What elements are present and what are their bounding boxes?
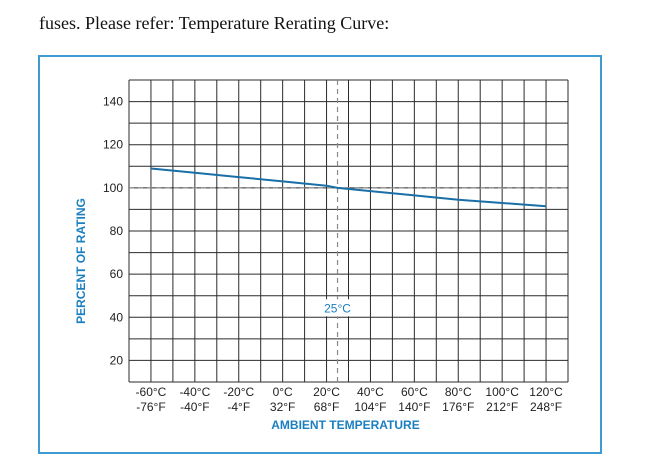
x-tick-label-celsius: -60°C [136, 385, 167, 399]
y-tick-label: 80 [110, 224, 124, 238]
intro-text: fuses. Please refer: Temperature Reratin… [39, 13, 390, 33]
x-tick-label-fahrenheit: -40°F [180, 400, 209, 414]
x-tick-label-celsius: 80°C [445, 385, 472, 399]
x-tick-label-celsius: 120°C [529, 385, 563, 399]
x-axis-title: AMBIENT TEMPERATURE [271, 418, 419, 432]
y-tick-label: 100 [103, 181, 123, 195]
x-tick-label-celsius: -40°C [179, 385, 210, 399]
x-tick-label-fahrenheit: -76°F [136, 400, 165, 414]
x-tick-label-fahrenheit: 176°F [442, 400, 474, 414]
x-tick-label-fahrenheit: 68°F [314, 400, 339, 414]
x-tick-label-celsius: 60°C [401, 385, 428, 399]
derating-chart: 25°C 20 40 60 80 100 120 140 -60°C-76°F -40°C-40°… [74, 79, 569, 432]
x-tick-label-fahrenheit: 104°F [354, 400, 386, 414]
y-tick-label: 140 [103, 95, 123, 109]
x-tick-label-celsius: 20°C [313, 385, 340, 399]
x-tick-label-fahrenheit: 248°F [530, 400, 562, 414]
x-tick-label-celsius: 40°C [357, 385, 384, 399]
y-tick-label: 60 [110, 267, 124, 281]
derating-curve [150, 167, 547, 208]
reference-label-background [322, 299, 353, 317]
x-tick-label-fahrenheit: 140°F [398, 400, 430, 414]
x-tick-label-celsius: -20°C [223, 385, 254, 399]
x-tick-label-celsius: 100°C [485, 385, 519, 399]
chart-frame: 25°C 20 40 60 80 100 120 140 -60°C -76°F -40°C -40°… [38, 55, 602, 454]
y-tick-label: 40 [110, 310, 124, 324]
x-tick-label-celsius: 0°C [273, 385, 293, 399]
y-tick-label: 20 [110, 353, 124, 367]
x-tick-label-fahrenheit: -4°F [227, 400, 250, 414]
y-tick-label: 120 [103, 138, 123, 152]
x-tick-label-fahrenheit: 212°F [486, 400, 518, 414]
y-axis-title: PERCENT OF RATING [74, 198, 88, 324]
reference-label-25c: 25°C [324, 301, 351, 315]
x-tick-label-fahrenheit: 32°F [270, 400, 295, 414]
